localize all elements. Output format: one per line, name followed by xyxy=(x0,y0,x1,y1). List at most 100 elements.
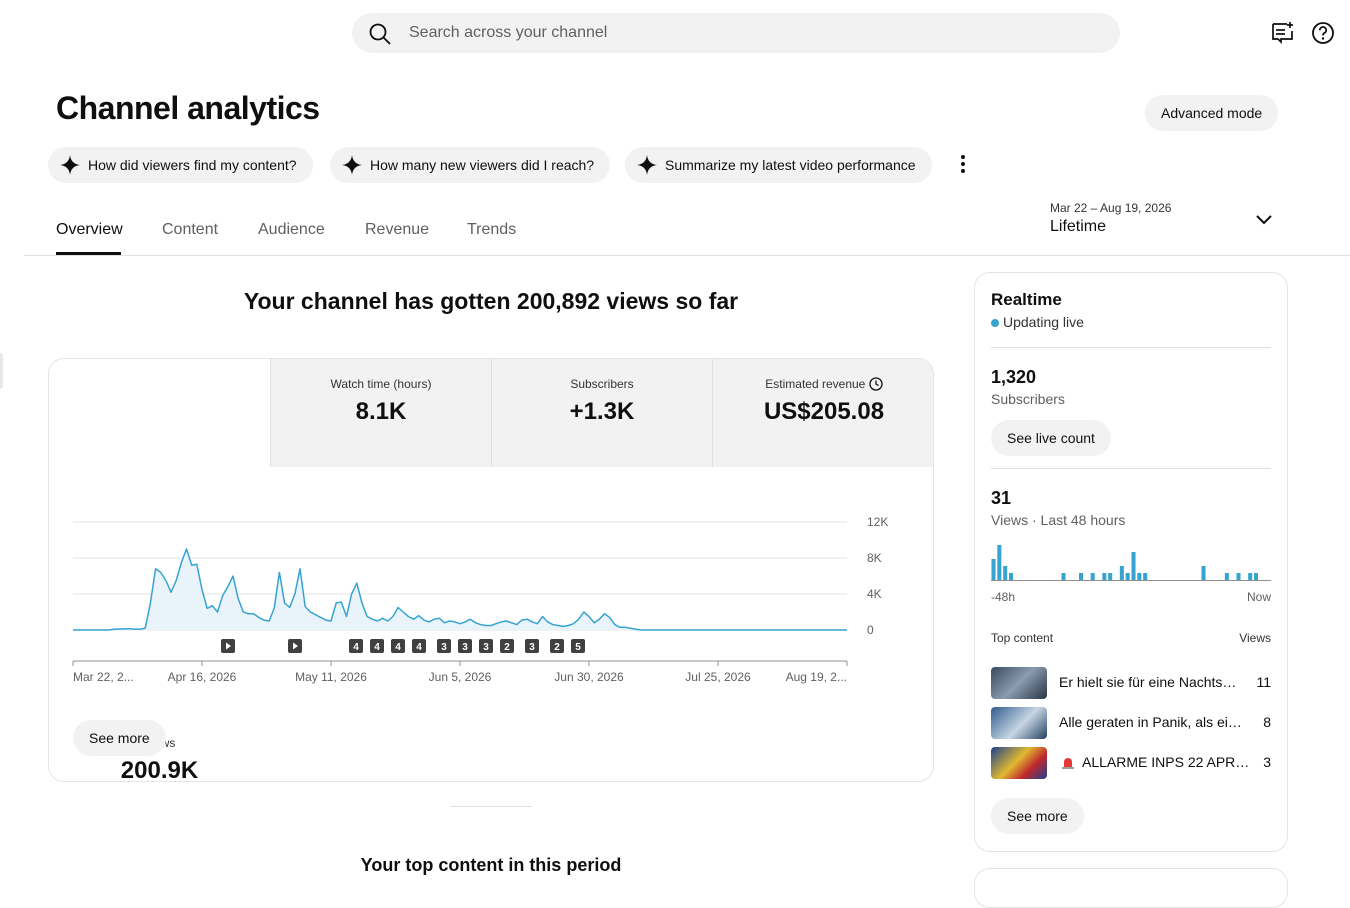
marker-label: 3 xyxy=(483,642,489,653)
metric-tab[interactable]: Watch time (hours) 8.1K xyxy=(270,359,491,467)
marker-box xyxy=(479,639,493,653)
tab[interactable]: Content xyxy=(162,221,219,238)
bar xyxy=(1079,573,1084,580)
line-area xyxy=(73,549,847,630)
suggestion-chip[interactable]: How many new viewers did I reach? xyxy=(330,147,611,183)
marker-label: 3 xyxy=(462,642,468,653)
bar xyxy=(1143,573,1148,580)
search-box[interactable]: Search across your channel xyxy=(352,13,1120,53)
bar xyxy=(1003,566,1008,580)
thumbnail[interactable] xyxy=(991,667,1047,699)
y-tick-label: 4K xyxy=(867,587,882,601)
see-more-button[interactable]: See more xyxy=(73,720,166,756)
video-title[interactable]: Alle geraten in Panik, als ei… xyxy=(1059,714,1242,730)
metric-value: 200.9K xyxy=(120,757,199,782)
dropdown-chevron[interactable] xyxy=(1254,212,1274,228)
sparkle-icon xyxy=(60,155,80,175)
thumbnail[interactable] xyxy=(991,747,1047,779)
side-handle xyxy=(0,353,3,389)
marker-box xyxy=(412,639,426,653)
play-glyph xyxy=(226,642,231,650)
bar xyxy=(1108,573,1113,580)
tab[interactable]: Overview xyxy=(56,221,123,238)
metric-label-text: Estimated revenue xyxy=(765,377,866,391)
top-content-header: Top content xyxy=(991,631,1054,645)
y-tick-label: 12K xyxy=(867,515,888,529)
play-glyph xyxy=(293,642,298,650)
tab[interactable]: Audience xyxy=(258,221,325,238)
metric-tab[interactable]: Subscribers +1.3K xyxy=(491,359,712,467)
tab[interactable]: Trends xyxy=(467,221,517,238)
x-tick-label: Mar 22, 2... xyxy=(73,670,134,684)
help-icon[interactable] xyxy=(1311,21,1335,45)
bar xyxy=(1224,573,1229,580)
live-status-text: Updating live xyxy=(1003,314,1084,330)
y-tick-label: 0 xyxy=(867,623,874,637)
siren-icon xyxy=(1062,758,1074,769)
bar xyxy=(1248,573,1253,580)
x-tick-label: Apr 16, 2026 xyxy=(168,670,237,684)
bar xyxy=(1137,573,1142,580)
x-tick-label: Jul 25, 2026 xyxy=(685,670,751,684)
bar xyxy=(1254,573,1259,580)
suggestion-chip[interactable]: Summarize my latest video performance xyxy=(625,147,932,183)
headline: Your channel has gotten 200,892 views so… xyxy=(243,288,739,314)
search-icon xyxy=(369,23,391,45)
views-header: Views xyxy=(1239,631,1271,645)
video-title[interactable]: ALLARME INPS 22 APR… xyxy=(1082,754,1250,770)
axis-end-label: Now xyxy=(1247,590,1271,604)
date-period[interactable]: Lifetime xyxy=(1050,218,1107,235)
marker-label: 4 xyxy=(395,642,401,653)
page-title: Channel analytics xyxy=(56,90,320,126)
views-label: Views · Last 48 hours xyxy=(991,512,1126,528)
live-dot xyxy=(991,319,999,327)
search-placeholder: Search across your channel xyxy=(409,24,608,41)
clock-icon xyxy=(869,377,883,391)
live-status: Updating live xyxy=(991,314,1084,330)
marker-label: 2 xyxy=(554,642,560,653)
bar xyxy=(1125,573,1130,580)
bar xyxy=(1090,573,1095,580)
bar xyxy=(1009,573,1014,580)
line xyxy=(73,548,847,631)
suggestion-chip[interactable]: How did viewers find my content? xyxy=(48,147,313,183)
date-range: Mar 22 – Aug 19, 2026 xyxy=(1050,201,1172,215)
video-views: 8 xyxy=(1263,714,1271,730)
metric-tab[interactable]: Estimated revenue US$205.08 xyxy=(712,359,933,467)
more-menu[interactable] xyxy=(955,153,971,175)
suggestion-text: Summarize my latest video performance xyxy=(665,157,916,173)
sparkle-icon xyxy=(342,155,362,175)
bar xyxy=(991,559,996,580)
video-title[interactable]: Er hielt sie für eine Nachts… xyxy=(1059,674,1237,690)
metric-value: +1.3K xyxy=(569,398,635,425)
axis-start-label: -48h xyxy=(991,590,1015,604)
suggestion-text: How did viewers find my content? xyxy=(88,157,297,173)
divider xyxy=(991,468,1271,469)
bar xyxy=(997,545,1002,580)
marker-label: 4 xyxy=(374,642,380,653)
x-tick-label: Aug 19, 2... xyxy=(786,670,847,684)
video-views: 3 xyxy=(1263,754,1271,770)
tab[interactable]: Revenue xyxy=(365,221,430,238)
see-live-count-button[interactable]: See live count xyxy=(991,420,1111,456)
bar xyxy=(1102,573,1107,580)
tab-underline xyxy=(56,252,121,255)
metric-value: US$205.08 xyxy=(763,398,885,425)
feedback-icon[interactable] xyxy=(1271,21,1295,45)
metric-value: 8.1K xyxy=(355,398,407,425)
marker-label: 4 xyxy=(416,642,422,653)
marker-box xyxy=(391,639,405,653)
see-more-button[interactable]: See more xyxy=(991,798,1084,834)
section-title: Your top content in this period xyxy=(360,855,622,875)
bar xyxy=(1131,552,1136,580)
realtime-chart: -48h Now xyxy=(991,545,1271,604)
marker-box xyxy=(550,639,564,653)
marker-label: 2 xyxy=(504,642,510,653)
thumbnail[interactable] xyxy=(991,707,1047,739)
metric-label: Watch time (hours) xyxy=(330,377,432,391)
marker-label: 3 xyxy=(529,642,535,653)
page: Search across your channel Channel analy… xyxy=(0,13,1350,908)
advanced-mode-button[interactable]: Advanced mode xyxy=(1145,95,1279,131)
views-count: 31 xyxy=(991,488,1012,508)
marker-box xyxy=(349,639,363,653)
